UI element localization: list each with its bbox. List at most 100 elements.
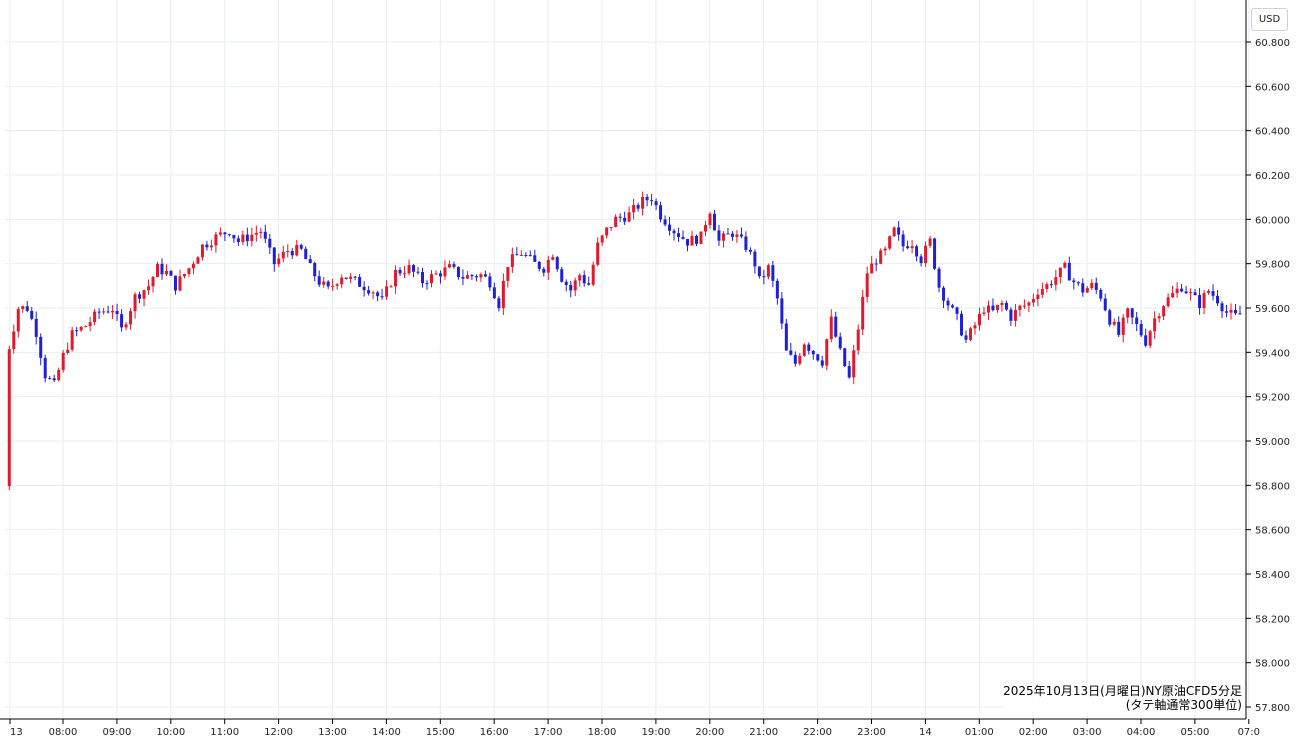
candlestick [30,307,34,321]
chart-title: 2025年10月13日(月曜日)NY原油CFD5分足 [1003,684,1242,698]
time-tick-label: 09:00 [102,727,131,738]
candlestick [84,325,88,328]
candlestick [1063,261,1067,269]
candlestick [209,239,213,251]
candlestick [295,239,299,257]
candlestick [780,291,784,330]
candlestick [955,306,959,321]
candlestick [946,297,950,311]
candlestick [879,248,883,265]
candlestick [695,234,699,247]
candlestick [187,267,191,277]
candlestick [762,269,766,285]
candlestick [1144,328,1148,348]
candles [7,191,1242,491]
candlestick [1180,283,1184,293]
candlestick [506,267,510,288]
candlestick [717,224,721,247]
candlestick [1040,282,1044,298]
candlestick [1108,308,1112,327]
candlestick [510,247,514,273]
candlestick [66,342,70,355]
candlestick [1216,289,1220,307]
candlestick [236,235,240,247]
candlestick [407,259,411,276]
candlestick [960,310,964,337]
candlestick [416,267,420,275]
candlestick [690,230,694,246]
candlestick [286,244,290,258]
candlestick [677,227,681,242]
candlestick [43,354,47,383]
candlestick [1211,284,1215,301]
candlestick [915,244,919,262]
candlestick [951,303,955,309]
candlestick [492,282,496,299]
price-tick-label: 60.600 [1255,82,1290,93]
price-axis-ticks: 57.800 58.000 58.200 58.400 58.600 58.800 59.0… [1246,38,1290,714]
candlestick [169,269,173,276]
price-tick-label: 60.000 [1255,215,1290,226]
candlestick [753,249,757,274]
currency-unit-label[interactable]: USD [1251,8,1288,31]
time-axis-ticks: 13 08:00 09:00 10:00 11:00 12:00 13:00 14:00 15:… [9,719,1260,738]
candlestick [1171,285,1175,299]
candlestick [883,246,887,256]
candlestick [897,221,901,241]
candlestick [389,284,393,288]
candlestick [156,261,160,278]
candlestick [178,269,182,292]
candlestick [578,273,582,287]
candlestick [394,265,398,294]
candlestick [1202,290,1206,315]
candlestick [968,327,972,342]
candlestick [986,300,990,320]
candlestick [1031,293,1035,307]
price-tick-label: 60.800 [1255,38,1290,49]
candlestick [1139,319,1143,338]
time-tick-label: 19:00 [641,727,670,738]
candlestick [367,285,371,296]
candlestick [829,309,833,343]
candlestick [982,306,986,316]
candlestick [838,332,842,351]
candlestick [995,304,999,313]
candlestick [515,247,519,256]
price-tick-label: 58.800 [1255,481,1290,492]
candlestick [793,351,797,367]
candlestick [115,303,119,321]
time-tick-label: 10:00 [156,727,185,738]
candlestick [277,253,281,268]
candlestick [12,324,16,354]
candlestick [322,276,326,288]
candlestick [874,258,878,272]
candlestick [160,258,164,280]
candlestick [964,330,968,344]
candlestick [88,316,92,332]
candlestick [784,318,788,351]
candlestick [456,266,460,280]
candlestick [906,240,910,250]
candlestick [461,269,465,285]
candlestick [299,243,303,251]
candlestick [304,246,308,260]
candlestick [196,256,200,264]
candlestick [1013,303,1017,327]
candlestick [1081,278,1085,297]
candlestick [191,261,195,275]
candlestick [70,326,74,352]
candlestick [268,233,272,255]
candlestick [61,350,65,373]
candlestick [79,325,83,333]
candlestick [942,285,946,309]
time-tick-label: 14:00 [372,727,401,738]
candlestick [102,308,106,315]
candlestick [147,279,151,295]
price-tick-label: 58.600 [1255,526,1290,537]
candlestick [924,241,928,268]
candlestick [775,278,779,305]
candlestick [1004,300,1008,311]
candlestick [1229,303,1233,320]
candlestick [438,270,442,284]
candlestick [142,289,146,307]
